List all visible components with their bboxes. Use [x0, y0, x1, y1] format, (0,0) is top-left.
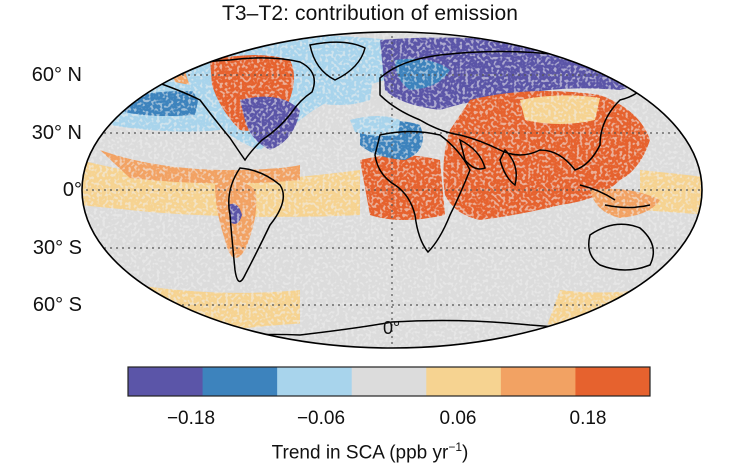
lat-label-0: 0°	[62, 179, 82, 201]
colorbar-swatch	[500, 367, 576, 396]
lat-label-30n: 30° N	[31, 122, 82, 144]
colorbar-label: Trend in SCA (ppb yr−1)	[271, 440, 469, 464]
colorbar-swatch	[128, 367, 204, 396]
map-frame	[81, 31, 703, 349]
colorbar-tick-label: −0.06	[296, 408, 346, 429]
colorbar-swatch	[277, 367, 353, 396]
colorbar-frame	[127, 366, 651, 397]
colorbar-tick-label: −0.18	[166, 408, 216, 429]
colorbar-swatch	[351, 367, 427, 396]
lat-label-60n: 60° N	[31, 64, 82, 86]
lat-label-30s: 30° S	[32, 237, 82, 259]
lat-label-60s: 60° S	[32, 294, 82, 316]
colorbar-tick-label: 0.06	[439, 408, 477, 429]
colorbar-swatch	[426, 367, 502, 396]
colorbar-swatch	[202, 367, 278, 396]
colorbar-tick-label: 0.18	[569, 408, 607, 429]
map-title: T3–T2: contribution of emission	[221, 2, 519, 25]
colorbar-swatch	[575, 367, 651, 396]
lon-label-0: 0°	[383, 318, 401, 338]
